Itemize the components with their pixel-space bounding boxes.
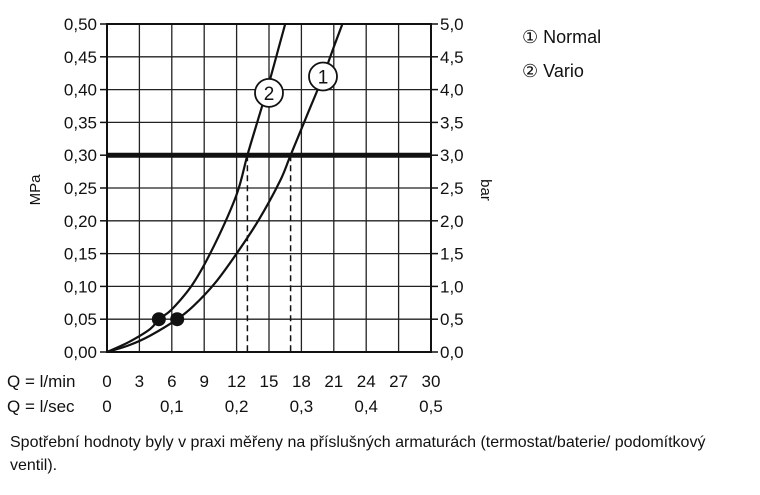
series-marker-label-normal: 1 — [318, 67, 329, 88]
y-right-tick-label: 1,5 — [440, 245, 464, 264]
x-axis-row-label: Q = l/sec — [7, 397, 75, 416]
legend-marker-normal: ① — [522, 27, 539, 47]
y-left-tick-label: 0,50 — [64, 15, 97, 34]
legend-label-normal: Normal — [543, 27, 602, 47]
y-left-tick-label: 0,45 — [64, 48, 97, 67]
y-left-tick-label: 0,25 — [64, 179, 97, 198]
chart-legend: ① Normal ② Vario — [522, 20, 601, 88]
legend-item-vario: ② Vario — [522, 54, 601, 88]
x-tick-label: 24 — [357, 372, 376, 391]
x-tick-label: 0,3 — [290, 397, 314, 416]
x-tick-label: 30 — [422, 372, 441, 391]
x-tick-label: 0,1 — [160, 397, 184, 416]
y-left-tick-label: 0,10 — [64, 277, 97, 296]
y-right-tick-label: 2,0 — [440, 212, 464, 231]
x-tick-label: 18 — [292, 372, 311, 391]
x-tick-label: 0,5 — [419, 397, 443, 416]
legend-label-vario: Vario — [543, 61, 584, 81]
series-marker-circle-vario — [254, 77, 284, 108]
highlight-point — [170, 312, 185, 327]
y-left-axis-label: MPa — [27, 174, 44, 206]
y-left-tick-label: 0,35 — [64, 113, 97, 132]
chart-caption: Spotřební hodnoty byly v praxi měřeny na… — [10, 434, 706, 474]
x-tick-label: 0 — [102, 397, 111, 416]
series-marker-label-vario: 2 — [264, 84, 275, 105]
x-axis-row-label: Q = l/min — [7, 372, 76, 391]
x-tick-label: 6 — [167, 372, 176, 391]
y-right-tick-label: 3,0 — [440, 146, 464, 165]
y-left-tick-label: 0,00 — [64, 343, 97, 362]
x-tick-label: 3 — [135, 372, 144, 391]
x-tick-label: 15 — [260, 372, 279, 391]
legend-marker-vario: ② — [522, 61, 539, 81]
y-right-axis-label: bar — [477, 179, 494, 201]
y-right-tick-label: 2,5 — [440, 179, 464, 198]
y-left-tick-label: 0,40 — [64, 81, 97, 100]
series-marker-circle-normal — [308, 61, 338, 92]
y-right-tick-label: 5,0 — [440, 15, 464, 34]
y-right-tick-label: 4,0 — [440, 81, 464, 100]
x-tick-label: 27 — [389, 372, 408, 391]
x-tick-label: 0,2 — [225, 397, 249, 416]
x-tick-label: 12 — [227, 372, 246, 391]
legend-item-normal: ① Normal — [522, 20, 601, 54]
y-right-tick-label: 1,0 — [440, 277, 464, 296]
y-right-tick-label: 0,5 — [440, 310, 464, 329]
highlight-point — [151, 312, 166, 327]
y-left-tick-label: 0,05 — [64, 310, 97, 329]
y-right-tick-label: 3,5 — [440, 113, 464, 132]
x-tick-label: 9 — [199, 372, 208, 391]
y-left-tick-label: 0,30 — [64, 146, 97, 165]
x-tick-label: 21 — [324, 372, 343, 391]
y-left-tick-label: 0,15 — [64, 245, 97, 264]
x-tick-label: 0 — [102, 372, 111, 391]
y-left-tick-label: 0,20 — [64, 212, 97, 231]
y-right-tick-label: 4,5 — [440, 48, 464, 67]
y-right-tick-label: 0,0 — [440, 343, 464, 362]
x-tick-label: 0,4 — [354, 397, 378, 416]
